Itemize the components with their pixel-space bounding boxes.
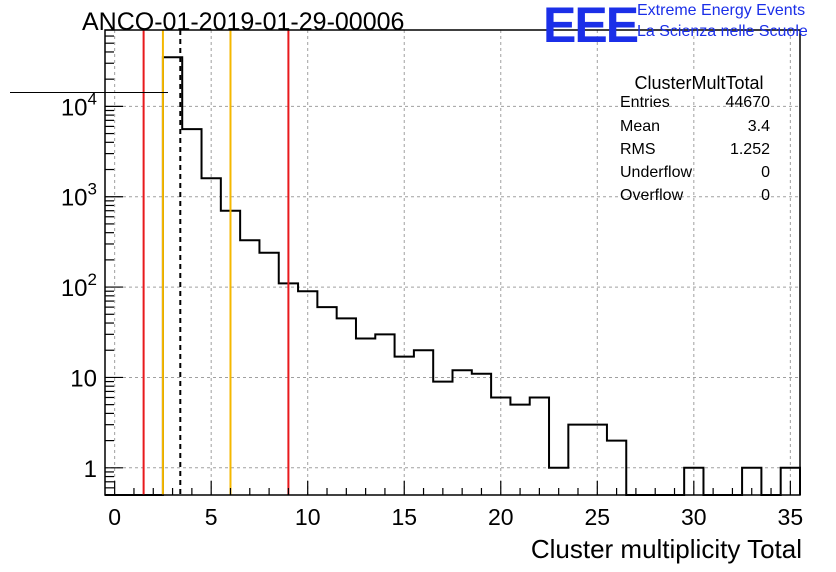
stats-title-underline xyxy=(10,92,168,93)
stats-key: Mean xyxy=(620,118,661,135)
histogram-bin xyxy=(317,307,336,495)
histogram-bin xyxy=(375,334,394,495)
plot-frame xyxy=(104,29,801,496)
stats-row-underflow: Underflow 0 xyxy=(620,162,770,184)
histogram-outline xyxy=(105,56,801,496)
x-tick-label: 10 xyxy=(295,504,321,530)
histogram-bin xyxy=(240,240,259,495)
stats-value: 3.4 xyxy=(747,118,770,135)
stats-key: Entries xyxy=(620,94,670,111)
x-tick-label: 5 xyxy=(205,504,218,530)
histogram-bin xyxy=(510,405,529,495)
eee-logo-line2: La Scienza nelle Scuole xyxy=(637,23,808,40)
histogram-bin xyxy=(259,253,278,495)
histogram-bin xyxy=(472,374,491,495)
histogram-bin xyxy=(433,382,452,495)
histogram-bin xyxy=(356,338,375,495)
y-axis-ticks: 1 10 102 103 104 xyxy=(61,29,123,496)
y-tick-label: 102 xyxy=(61,270,97,302)
histogram-bin xyxy=(453,370,472,495)
x-tick-label: 25 xyxy=(584,504,610,530)
stats-key: Overflow xyxy=(620,187,684,204)
stats-value: 0 xyxy=(761,187,770,204)
histogram-bin xyxy=(530,397,549,495)
stats-key: RMS xyxy=(620,141,656,158)
histogram-bin xyxy=(414,350,433,495)
stats-value: 44670 xyxy=(725,94,771,111)
x-tick-label: 35 xyxy=(778,504,804,530)
stats-row-rms: RMS 1.252 xyxy=(620,139,770,161)
stats-row-entries: Entries 44670 xyxy=(620,92,770,114)
histogram-bin xyxy=(182,129,201,495)
x-axis-ticks: 0 5 10 15 20 25 30 35 xyxy=(108,481,803,530)
stats-row-overflow: Overflow 0 xyxy=(620,185,770,207)
y-tick-label: 104 xyxy=(61,89,97,121)
histogram-bin xyxy=(337,318,356,495)
eee-logo-line1: Extreme Energy Events xyxy=(637,2,806,19)
x-axis-label: Cluster multiplicity Total xyxy=(530,534,802,564)
x-tick-label: 0 xyxy=(108,504,121,530)
y-tick-label: 103 xyxy=(61,180,97,212)
run-title: ANCO-01-2019-01-29-00006 xyxy=(82,8,405,36)
stats-value: 0 xyxy=(761,164,770,181)
stats-title: ClusterMultTotal xyxy=(634,73,764,93)
x-tick-label: 20 xyxy=(488,504,514,530)
marker-lines xyxy=(142,30,290,495)
stats-value: 1.252 xyxy=(729,141,770,158)
histogram-series xyxy=(105,56,801,496)
x-tick-label: 30 xyxy=(681,504,707,530)
stats-box: ClusterMultTotal xyxy=(610,72,780,94)
histogram-bin xyxy=(568,425,587,495)
stats-row-mean: Mean 3.4 xyxy=(620,116,770,138)
stats-key: Underflow xyxy=(620,164,693,181)
x-tick-label: 15 xyxy=(391,504,417,530)
eee-logo: EEE xyxy=(543,0,639,53)
y-tick-label: 1 xyxy=(84,456,97,483)
y-tick-label: 10 xyxy=(70,365,97,392)
